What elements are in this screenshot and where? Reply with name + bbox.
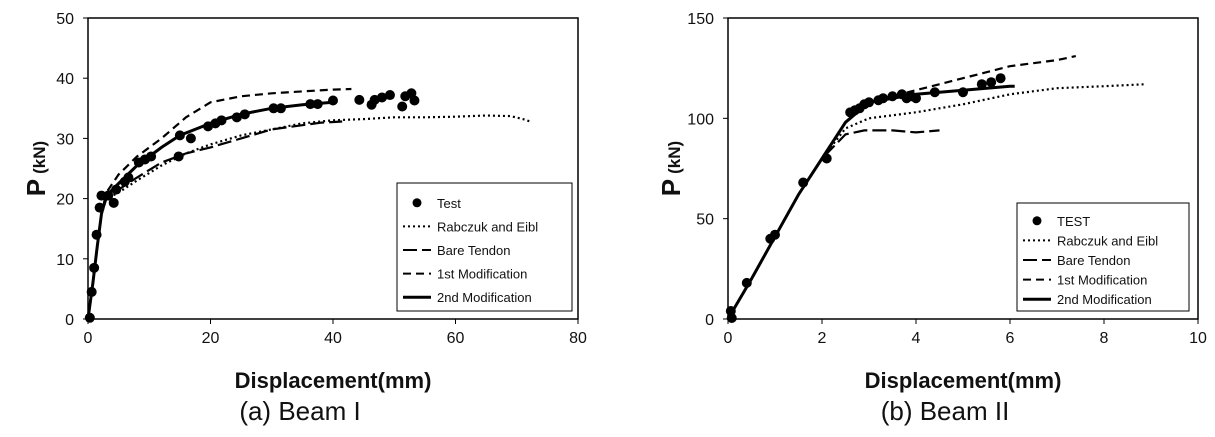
y-tick-label: 100	[687, 111, 714, 128]
legend-marker	[1032, 216, 1042, 226]
x-axis-label: Displacement(mm)	[865, 368, 1062, 393]
series-line-bare-tendon	[727, 129, 940, 320]
legend-box	[1016, 202, 1190, 312]
x-tick-label: 6	[1006, 330, 1015, 347]
y-axis-label-main: P	[656, 179, 686, 196]
series-test	[725, 73, 1006, 323]
x-tick-label: 0	[724, 330, 733, 347]
legend-box	[396, 182, 573, 312]
y-axis-label: P (kN)	[656, 141, 686, 196]
data-point	[185, 133, 196, 144]
y-tick-label: 150	[687, 11, 714, 28]
y-tick-label: 20	[56, 192, 74, 209]
y-tick-label: 40	[56, 71, 74, 88]
data-point	[108, 197, 119, 208]
legend-label: 2nd Modification	[1057, 292, 1152, 307]
chart-caption: (a) Beam I	[239, 396, 360, 426]
data-point	[986, 77, 997, 88]
legend-marker	[412, 198, 422, 208]
data-point	[995, 73, 1006, 84]
data-point	[409, 95, 420, 106]
data-point	[397, 101, 408, 112]
plot-frame	[727, 17, 1199, 320]
legend-label: 1st Modification	[437, 267, 527, 282]
legend: Test Rabczuk and Eibl Bare Tendon 1st Modif…	[396, 182, 573, 312]
data-point	[354, 94, 365, 105]
series-line-bare-tendon	[86, 120, 343, 320]
x-tick-label: 0	[84, 330, 93, 347]
y-axis-label-unit: (kN)	[30, 141, 49, 174]
legend-label: 2nd Modification	[437, 290, 532, 305]
data-point	[377, 92, 387, 103]
data-point	[384, 90, 395, 101]
chart-1: 0 20 40 60 80 0 10 20 30 40 50 Displacement(mm) P (kN…	[21, 11, 587, 426]
legend-label: Test	[437, 196, 461, 211]
x-tick-label: 60	[447, 330, 465, 347]
y-tick-label: 10	[56, 252, 74, 269]
legend: TEST Rabczuk and Eibl Bare Tendon 1st Modif…	[1016, 202, 1190, 312]
series-line-rabczuk-and-eibl	[727, 83, 1147, 320]
legend-label: Rabczuk and Eibl	[1057, 233, 1158, 248]
y-tick-label: 50	[696, 212, 714, 229]
chart-2: 0 2 4 6 8 10050100150Displacement(mm)P(kN)(b)…	[656, 11, 1207, 426]
y-tick-label: 50	[56, 11, 74, 28]
series-line-2nd-modification	[726, 84, 1015, 320]
x-tick-label: 40	[324, 330, 342, 347]
x-tick-label: 20	[202, 330, 220, 347]
y-tick-label: 30	[56, 131, 74, 148]
series-line-2nd-modification	[86, 100, 334, 320]
x-tick-label: 4	[912, 330, 921, 347]
x-tick-label: 10	[1189, 330, 1207, 347]
chart-caption: (b) Beam II	[881, 396, 1010, 426]
series-test	[84, 88, 420, 323]
x-tick-label: 8	[1100, 330, 1109, 347]
data-point	[976, 79, 987, 90]
x-tick-label: 2	[818, 330, 827, 347]
y-axis-label: P (kN)	[21, 141, 51, 196]
y-tick-label: 0	[705, 312, 714, 329]
y-axis-label-main: P	[21, 179, 51, 196]
y-tick-label: 0	[65, 312, 74, 329]
x-axis-label: Displacement(mm)	[235, 368, 432, 393]
legend-label: TEST	[1057, 214, 1090, 229]
x-tick-label: 80	[569, 330, 587, 347]
legend-label: Rabczuk and Eibl	[437, 219, 538, 234]
y-axis-label-unit: (kN)	[665, 141, 684, 174]
legend-label: Bare Tendon	[1057, 253, 1131, 268]
legend-label: Bare Tendon	[437, 243, 511, 258]
legend-label: 1st Modification	[1057, 273, 1147, 288]
